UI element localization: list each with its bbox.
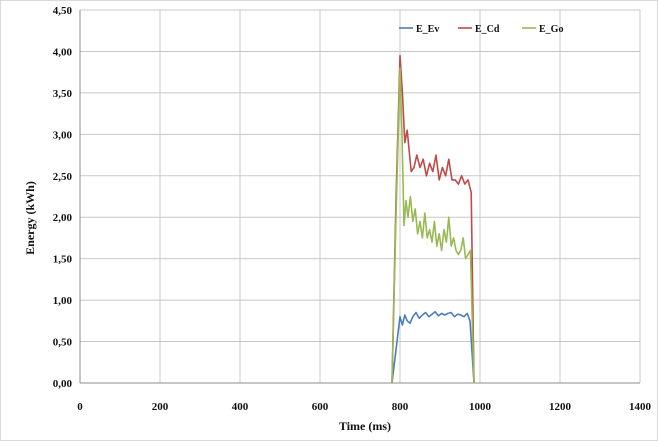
y-axis-ticks: 0,00 0,50 1,00 1,50 2,00 2,50 3,00 3,50 4,00 4,50 [53,5,73,390]
y-tick-label: 4,00 [53,46,73,58]
series-line-e-ev [391,310,475,384]
legend-label: E_Cd [475,24,500,35]
series-line-e-go [391,67,475,384]
x-tick-label: 400 [232,401,249,413]
series-line-e-cd [391,54,475,384]
legend-label: E_Ev [416,24,439,35]
x-axis-title: Time (ms) [339,419,391,433]
series-lines [391,54,475,384]
y-tick-label: 4,50 [53,5,73,17]
y-tick-label: 2,00 [53,212,73,224]
x-tick-label: 600 [312,401,329,413]
y-tick-label: 3,50 [53,88,73,100]
y-tick-label: 1,00 [53,295,73,307]
x-tick-label: 1400 [629,401,652,413]
y-tick-label: 0,00 [53,378,73,390]
y-tick-label: 0,50 [53,337,73,349]
y-tick-label: 1,50 [53,254,73,266]
y-axis-title: Energy (kWh) [23,181,37,255]
legend-label: E_Go [539,24,563,35]
legend: E_Ev E_Cd E_Go [399,24,563,35]
grid [79,9,641,384]
x-tick-label: 0 [77,401,83,413]
x-tick-label: 200 [152,401,169,413]
x-tick-label: 1200 [549,401,572,413]
x-axis-ticks: 0 200 400 600 800 1000 1200 1400 [77,401,651,413]
x-tick-label: 1000 [469,401,492,413]
y-tick-label: 2,50 [53,171,73,183]
x-tick-label: 800 [392,401,409,413]
y-tick-label: 3,00 [53,129,73,141]
